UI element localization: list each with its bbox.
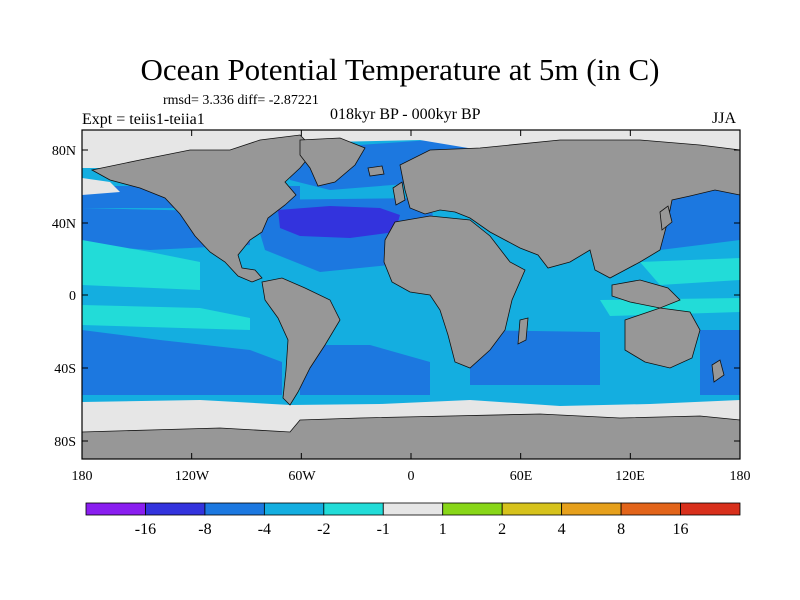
colorbar-label: 8	[617, 521, 625, 538]
lat-label-40n: 40N	[52, 217, 76, 232]
lat-label-40s: 40S	[54, 362, 76, 377]
colorbar-swatch	[442, 502, 503, 516]
arctic-ice	[82, 130, 740, 168]
lon-label-180e: 180	[730, 469, 751, 484]
australia	[624, 307, 701, 369]
colorbar-label: -16	[135, 521, 156, 538]
map-title: Ocean Potential Temperature at 5m (in C)	[140, 52, 660, 87]
lat-axis: 80N 40N 0 40S 80S	[52, 144, 76, 450]
lon-label-120e: 120E	[615, 469, 645, 484]
colorbar-swatch	[85, 502, 146, 516]
bering-ice	[82, 178, 120, 195]
lat-label-eq: 0	[69, 289, 76, 304]
lon-label-60e: 60E	[510, 469, 533, 484]
colorbar-label: -2	[317, 521, 330, 538]
greenland	[299, 137, 366, 187]
period-label: 018kyr BP - 000kyr BP	[330, 106, 481, 123]
experiment-label: Expt = teiis1-teiia1	[82, 111, 205, 128]
map-plot	[81, 129, 741, 460]
colorbar-swatch	[263, 502, 325, 516]
north-america	[90, 134, 316, 283]
colorbar-swatch	[145, 502, 206, 516]
colorbar-swatch	[323, 502, 384, 516]
lon-label-180w: 180	[72, 469, 93, 484]
lat-label-80s: 80S	[54, 435, 76, 450]
iceland	[367, 165, 385, 177]
eurasia	[399, 139, 741, 279]
colorbar-label: 2	[498, 521, 506, 538]
british-isles	[392, 181, 406, 206]
new-zealand	[711, 359, 725, 383]
colorbar-label: 16	[673, 521, 689, 538]
colorbar-label: 1	[439, 521, 447, 538]
colorbar-label: 4	[558, 521, 566, 538]
indonesia	[611, 279, 681, 309]
africa	[383, 215, 526, 369]
stats-label: rmsd= 3.336 diff= -2.87221	[163, 93, 319, 108]
lon-label-0: 0	[408, 469, 415, 484]
season-label: JJA	[712, 110, 737, 127]
colorbar-labels: -16 -8 -4 -2 -1 1 2 4 8 16	[135, 521, 689, 538]
colorbar-swatch	[680, 502, 741, 516]
colorbar-label: -1	[377, 521, 390, 538]
lon-label-60w: 60W	[288, 469, 316, 484]
ocean-warmish-regions	[82, 240, 740, 330]
lon-label-120w: 120W	[175, 469, 210, 484]
lat-label-80n: 80N	[52, 144, 76, 159]
colorbar-swatch	[620, 502, 681, 516]
colorbar-label: -4	[258, 521, 271, 538]
land-masses	[81, 134, 741, 460]
colorbar-swatch	[561, 502, 622, 516]
colorbar-label: -8	[198, 521, 211, 538]
colorbar-swatch	[204, 502, 265, 516]
axis-ticks	[81, 130, 741, 459]
colorbar-swatch	[382, 502, 444, 516]
madagascar	[517, 317, 529, 345]
lon-axis: 180 120W 60W 0 60E 120E 180	[72, 469, 751, 484]
japan	[659, 205, 673, 231]
colorbar-swatch	[501, 502, 563, 516]
colorbar	[85, 502, 741, 516]
south-america	[261, 277, 341, 406]
